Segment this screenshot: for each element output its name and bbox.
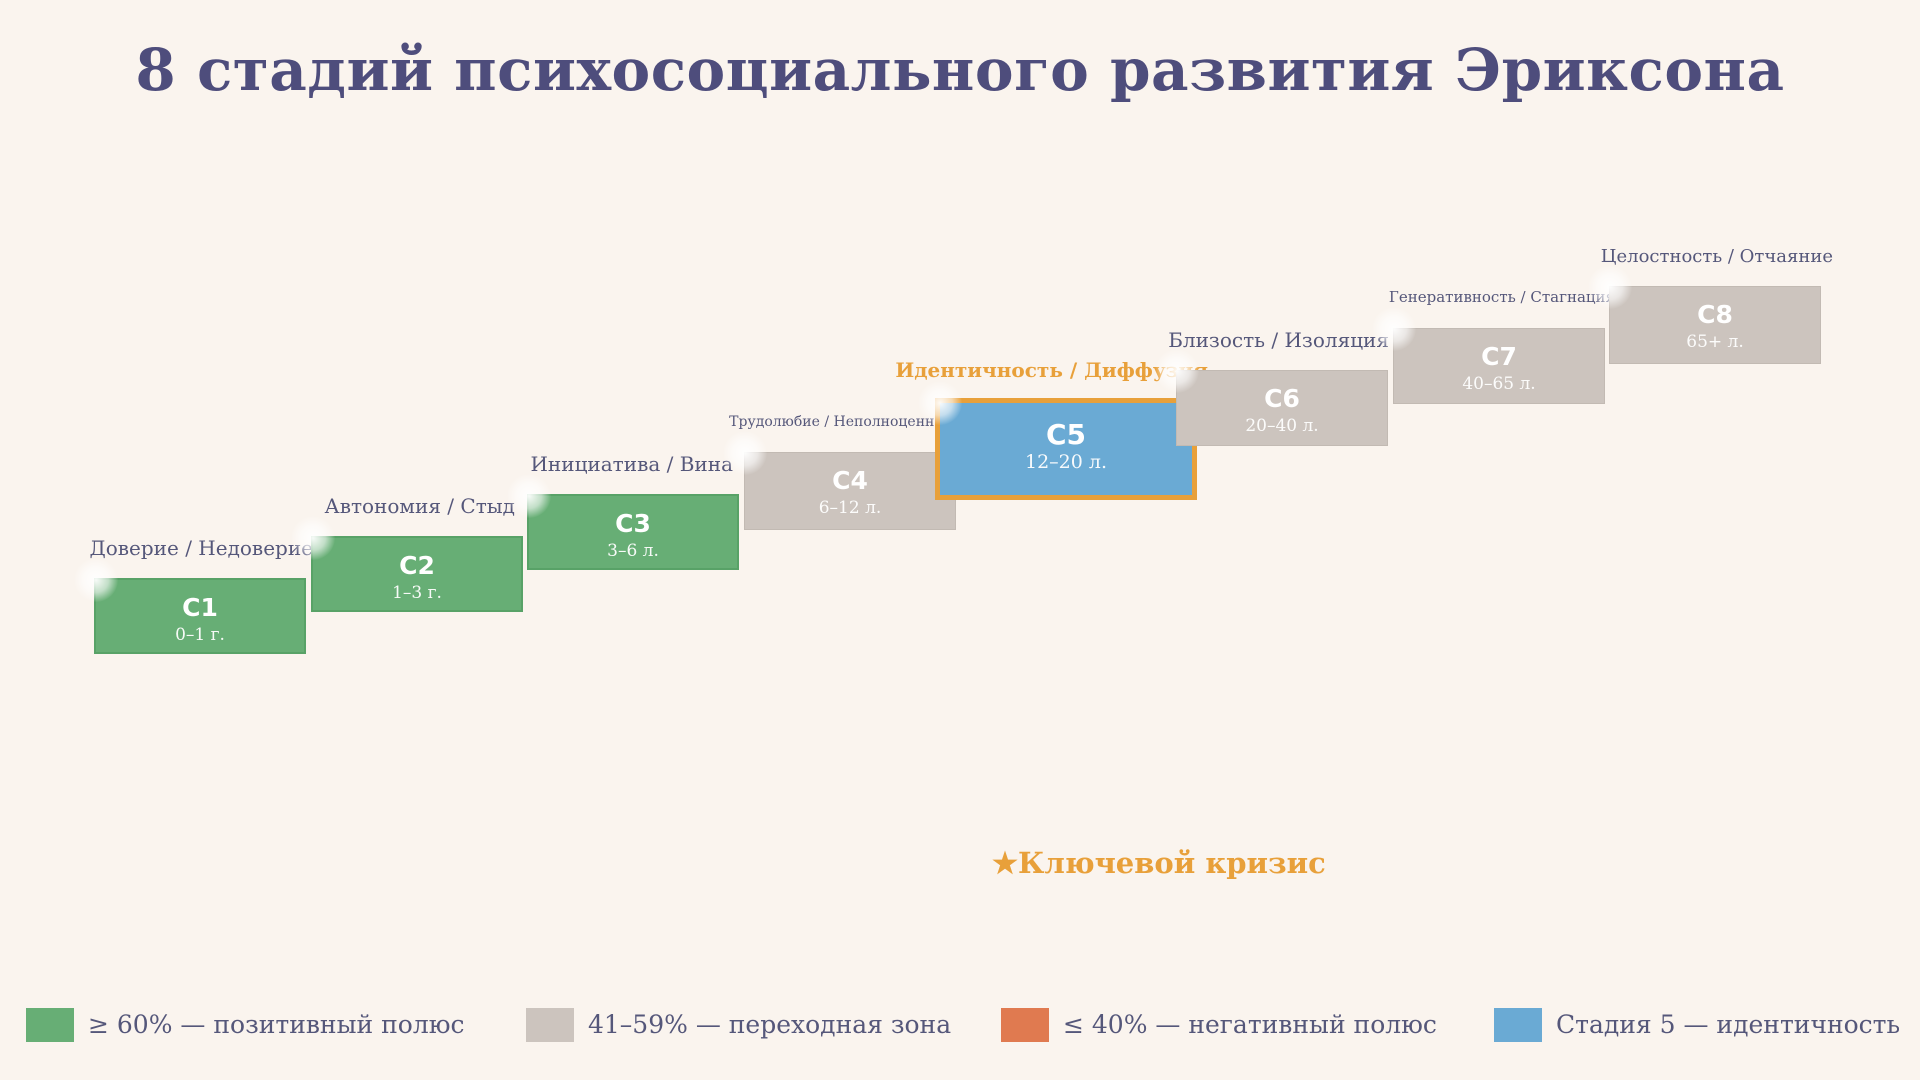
- stage-4-box: С4 6–12 л.: [723, 431, 956, 530]
- legend-label: Стадия 5 — идентичность: [1556, 1010, 1901, 1039]
- stage-code: С2: [399, 551, 435, 580]
- stage-age: 1–3 г.: [392, 583, 442, 603]
- stage-code: С7: [1481, 342, 1517, 371]
- stage-8-box: С8 65+ л.: [1588, 265, 1821, 364]
- stage-age: 0–1 г.: [175, 625, 225, 645]
- stage-code: С4: [832, 466, 868, 495]
- stage-code: С8: [1697, 300, 1733, 329]
- stage-age: 12–20 л.: [1024, 451, 1107, 473]
- star-icon: ★: [992, 846, 1018, 880]
- stage-age: 65+ л.: [1686, 332, 1744, 352]
- stage-6-crisis-label: Близость / Изоляция: [1168, 328, 1389, 352]
- stage-1-box: С1 0–1 г.: [74, 558, 306, 654]
- legend-swatch: [26, 1008, 74, 1042]
- stage-6-box: С6 20–40 л.: [1155, 349, 1388, 446]
- stage-age: 3–6 л.: [607, 541, 659, 561]
- stage-8-crisis-label: Целостность / Отчаяние: [1600, 246, 1833, 267]
- stage-age: 6–12 л.: [818, 498, 882, 518]
- legend-swatch: [526, 1008, 574, 1042]
- stage-2-crisis-label: Автономия / Стыд: [324, 494, 515, 518]
- stage-7-box: С7 40–65 л.: [1372, 307, 1605, 404]
- legend-swatch: [1494, 1008, 1542, 1042]
- page-title: 8 стадий психосоциального развития Эрикс…: [135, 36, 1785, 104]
- legend-label: ≤ 40% — негативный полюс: [1063, 1010, 1437, 1039]
- key-crisis-note: ★Ключевой кризис: [992, 846, 1326, 880]
- stage-age: 20–40 л.: [1245, 416, 1319, 436]
- stage-code: С5: [1045, 418, 1087, 451]
- stage-3-box: С3 3–6 л.: [507, 474, 739, 570]
- stage-5-crisis-label: Идентичность / Диффузия: [895, 358, 1208, 382]
- stage-code: С6: [1264, 384, 1300, 413]
- stage-age: 40–65 л.: [1462, 374, 1536, 394]
- stage-7-crisis-label: Генеративность / Стагнация: [1388, 288, 1615, 306]
- legend-label: ≥ 60% — позитивный полюс: [88, 1010, 465, 1039]
- stage-code: С3: [615, 509, 651, 538]
- stage-code: С1: [182, 593, 218, 622]
- legend-label: 41–59% — переходная зона: [588, 1010, 952, 1039]
- legend-swatch: [1001, 1008, 1049, 1042]
- stage-2-box: С2 1–3 г.: [291, 516, 523, 612]
- stage-5-box: С5 12–20 л.: [918, 381, 1197, 500]
- key-crisis-label: Ключевой кризис: [1018, 846, 1326, 880]
- stage-4-crisis-label: Трудолюбие / Неполноценность: [729, 414, 966, 430]
- stage-3-crisis-label: Инициатива / Вина: [530, 452, 733, 476]
- stage-1-crisis-label: Доверие / Недоверие: [89, 536, 313, 560]
